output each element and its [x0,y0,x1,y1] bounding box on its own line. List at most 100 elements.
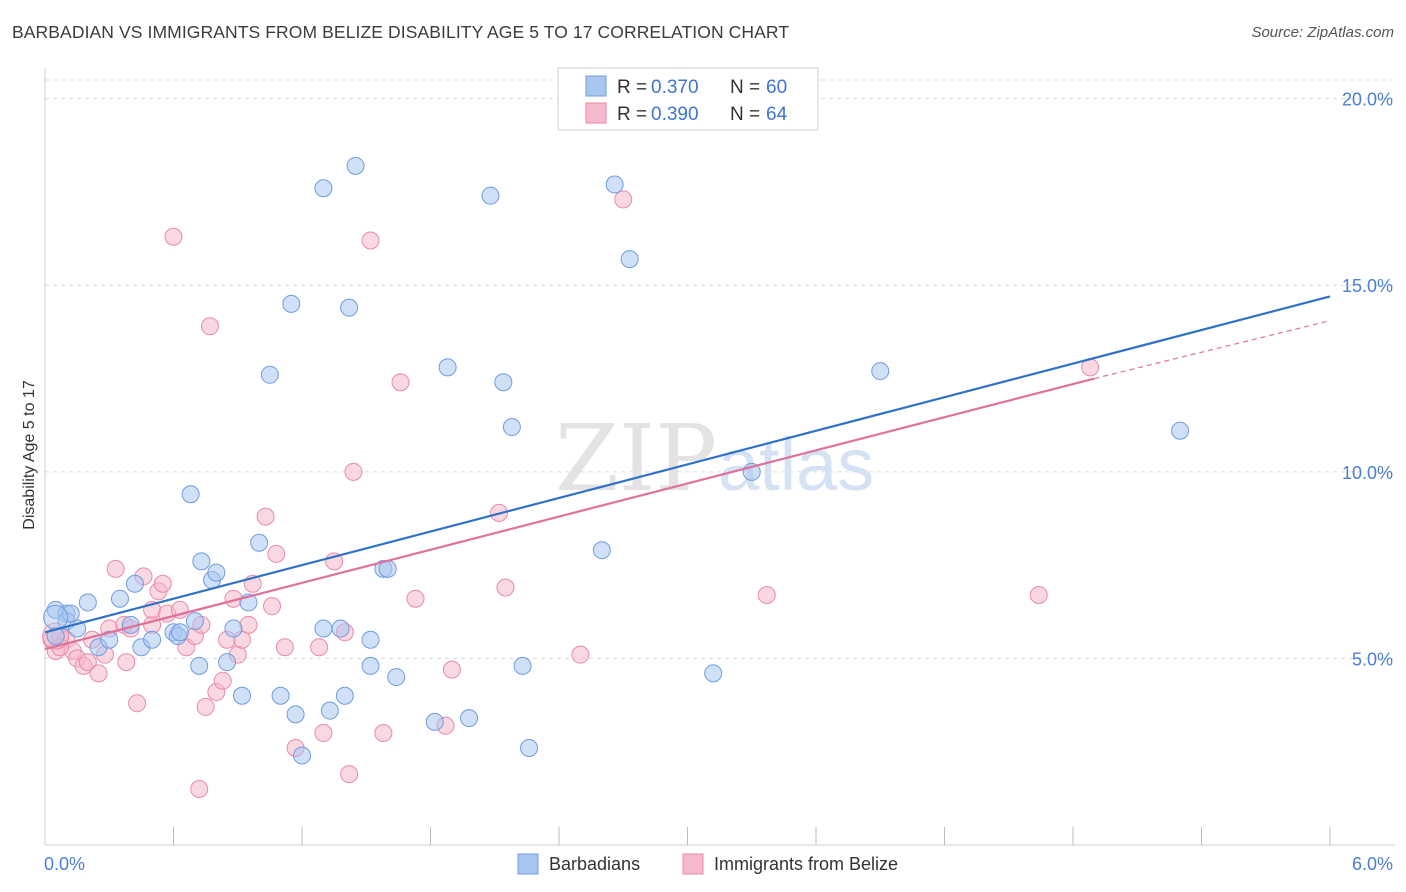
y-tick-label: 20.0% [1342,90,1393,110]
trend-line-barbadians [44,295,1331,634]
point-belize [496,578,515,597]
point-barbadian [46,627,65,646]
point-belize [256,507,275,526]
point-barbadian [494,373,513,392]
tick-labels: 5.0% 10.0% 15.0% 20.0% 0.0% 6.0% [44,90,1393,874]
axes-layer [44,68,1395,846]
point-barbadian [513,656,532,675]
point-barbadian [233,686,252,705]
point-barbadian [335,686,354,705]
point-barbadian [218,653,237,672]
legend-n-label-2: N = [730,104,760,125]
legend-swatch-barbadians [585,75,607,97]
bottom-legend-belize: Immigrants from Belize [714,854,898,874]
point-barbadian [520,738,539,757]
trend-lines [44,295,1331,651]
point-belize [374,724,393,743]
point-belize [164,227,183,246]
point-barbadian [502,418,521,437]
point-barbadian [100,630,119,649]
legend-swatch-belize [585,102,607,124]
legend-r-value-1: 0.370 [651,77,699,98]
point-belize [344,462,363,481]
grid-layer [45,79,1395,659]
y-tick-label: 15.0% [1342,276,1393,296]
point-barbadian [871,362,890,381]
legend-n-label-1: N = [730,77,760,98]
point-barbadian [320,701,339,720]
bottom-legend-swatch-barbadians [517,853,539,875]
point-barbadian [331,619,350,638]
point-barbadian [260,365,279,384]
point-belize [78,653,97,672]
point-belize [614,190,633,209]
x-tick-label: 0.0% [44,854,85,874]
point-barbadian [361,630,380,649]
point-belize [239,615,258,634]
legend-r-label-2: R = [617,104,647,125]
point-barbadian [340,298,359,317]
point-barbadian [704,664,723,683]
point-barbadian [143,630,162,649]
point-barbadian [425,712,444,731]
point-barbadian [282,294,301,313]
point-belize [213,671,232,690]
point-belize [406,589,425,608]
point-barbadian [271,686,290,705]
point-barbadian [1171,421,1190,440]
point-barbadian [361,656,380,675]
point-barbadian [78,593,97,612]
legend-box: R = 0.370 N = 60 R = 0.390 N = 64 [557,67,819,131]
point-barbadian [314,619,333,638]
point-barbadian [110,589,129,608]
legend-n-value-1: 60 [766,77,787,98]
point-barbadian [181,485,200,504]
point-barbadian [387,668,406,687]
point-belize [200,317,219,336]
point-belize [267,544,286,563]
point-belize [89,664,108,683]
source-label: Source: ZipAtlas.com [1251,24,1394,41]
point-belize [153,574,172,593]
legend-r-value-2: 0.390 [651,104,699,125]
watermark-zip: ZIP [555,405,717,512]
legend-n-value-2: 64 [766,104,788,125]
point-barbadian [185,612,204,631]
point-barbadian [207,563,226,582]
point-barbadian [438,358,457,377]
point-belize [1029,585,1048,604]
point-belize [310,638,329,657]
point-barbadian [61,604,80,623]
x-tick-label: 6.0% [1352,854,1393,874]
y-tick-label: 10.0% [1342,463,1393,483]
point-barbadian [314,179,333,198]
point-barbadian [293,746,311,765]
bottom-legend: Barbadians Immigrants from Belize [517,853,898,875]
point-barbadian [592,541,611,560]
point-belize [263,597,282,616]
point-barbadian [481,186,500,205]
trend-line-belize [44,377,1095,651]
point-belize [314,724,333,743]
point-barbadian [125,574,144,593]
point-belize [361,231,380,250]
point-belize [128,694,147,713]
point-belize [340,765,359,784]
point-barbadian [224,619,243,638]
chart-title: BARBADIAN VS IMMIGRANTS FROM BELIZE DISA… [12,22,790,42]
point-barbadian [170,623,189,642]
point-barbadian [346,156,365,175]
point-belize [196,697,215,716]
bottom-legend-barbadians: Barbadians [549,854,640,874]
point-barbadian [192,552,211,571]
point-barbadian [605,175,624,194]
point-barbadian [620,250,639,269]
y-tick-label: 5.0% [1352,649,1393,669]
bottom-legend-swatch-belize [682,853,704,875]
point-belize [442,660,461,679]
point-barbadian-cluster [43,604,69,630]
point-belize [757,585,776,604]
point-belize [106,559,125,578]
legend-r-label-1: R = [617,77,647,98]
